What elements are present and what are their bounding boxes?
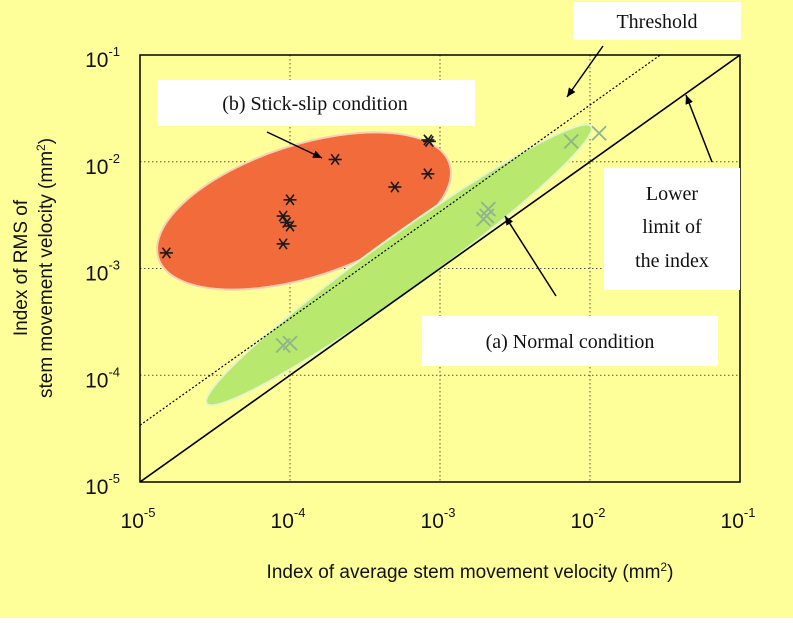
threshold-line (140, 55, 662, 426)
y-tick-label: 10-5 (85, 471, 120, 499)
normal-point (275, 337, 291, 354)
normal-point (480, 201, 496, 217)
normal-point (591, 125, 607, 141)
stick-slip-box (157, 80, 475, 126)
threshold-box (573, 2, 741, 40)
stick-slip-annotation: (b) Stick-slip condition (222, 93, 408, 115)
stick-slip-point (283, 220, 297, 232)
lower-limit-annotation-line1: Lower (646, 183, 699, 205)
y-tick-label: 10-4 (85, 364, 120, 392)
stick-slip-point (422, 135, 436, 148)
y-tick-label: 10-1 (85, 44, 120, 72)
stick-slip-point (276, 238, 290, 250)
stick-slip-point (283, 194, 297, 206)
y-tick-label: 10-2 (85, 151, 120, 179)
lower-limit-line (140, 55, 740, 482)
stick-slip-point (159, 247, 173, 259)
data-points (159, 125, 607, 354)
x-tick-label: 10-1 (721, 505, 756, 533)
stick-slip-arrow (266, 131, 323, 159)
stick-slip-point (328, 153, 342, 166)
normal-point (563, 133, 579, 150)
threshold-annotation: Threshold (616, 11, 697, 33)
stick-slip-point (276, 210, 290, 222)
x-tick-label: 10-4 (271, 505, 306, 533)
stick-slip-point (388, 181, 402, 193)
condition-regions (156, 123, 593, 407)
lower-limit-box (604, 168, 740, 290)
lower-limit-annotation-line2: limit of (642, 216, 702, 238)
x-tick-label: 10-5 (121, 505, 156, 533)
normal-arrow (504, 215, 557, 297)
reference-lines (140, 55, 740, 482)
tick-labels: 10-5 10-4 10-3 10-2 10-1 10-5 10-4 10-3 10-2 10-1 (85, 44, 755, 533)
y-axis-label-line2: stem movement velocity (mm2) (34, 138, 57, 398)
x-tick-label: 10-2 (571, 505, 606, 533)
threshold-arrow (566, 45, 604, 98)
y-axis-label-line1: Index of RMS of (11, 199, 32, 336)
lower-limit-arrow (685, 94, 713, 163)
stick-slip-point (421, 168, 435, 180)
normal-box (422, 316, 718, 366)
x-tick-label: 10-3 (421, 505, 456, 533)
normal-annotation: (a) Normal condition (486, 331, 655, 353)
y-tick-label: 10-3 (85, 258, 120, 286)
lower-limit-annotation-line3: the index (635, 250, 709, 272)
x-axis-label: Index of average stem movement velocity … (267, 560, 674, 583)
